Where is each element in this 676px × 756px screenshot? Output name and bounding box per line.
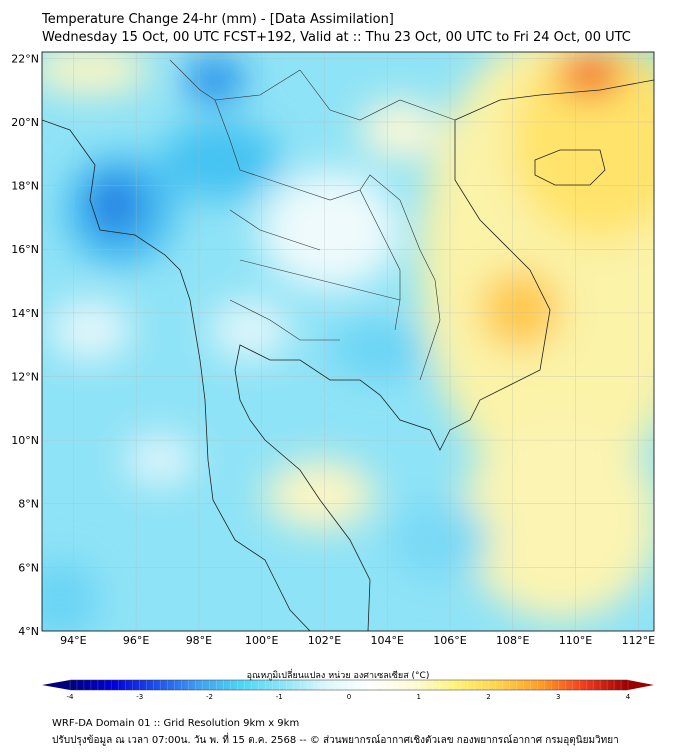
colorbar-tick-label: -3: [136, 693, 143, 701]
lat-tick-label: 6°N: [18, 561, 39, 574]
colorbar-tick-label: 1: [417, 693, 421, 701]
lon-tick-label: 110°E: [559, 634, 592, 647]
lat-tick-label: 8°N: [18, 498, 39, 511]
colorbar-ticks: -4 -3 -2 -1 0 1 2 3 4: [67, 693, 631, 701]
lat-tick-label: 20°N: [11, 116, 39, 129]
lon-tick-label: 96°E: [123, 634, 149, 647]
colorbar-tick-label: 2: [486, 693, 490, 701]
map-frame: [41, 51, 655, 632]
lon-tick-label: 112°E: [622, 634, 655, 647]
colorbar-tick-label: 3: [556, 693, 560, 701]
colorbar-max-extend: [628, 680, 654, 690]
footer-model-info: WRF-DA Domain 01 :: Grid Resolution 9km …: [52, 718, 300, 729]
lon-tick-label: 104°E: [371, 634, 404, 647]
lat-tick-label: 4°N: [18, 625, 39, 638]
lon-tick-label: 102°E: [308, 634, 341, 647]
lon-tick-label: 100°E: [245, 634, 278, 647]
longitude-ticks: 94°E 96°E 98°E 100°E 102°E 104°E 106°E 108°E 110…: [60, 634, 655, 647]
lat-tick-label: 22°N: [11, 52, 39, 65]
colorbar-tick-label: -2: [206, 693, 213, 701]
colorbar-tick-label: -4: [67, 693, 75, 701]
footer-credit: ปรับปรุงข้อมูล ณ เวลา 07:00น. วัน พ. ที่…: [52, 735, 619, 746]
lon-tick-label: 94°E: [60, 634, 86, 647]
map-subtitle: Wednesday 15 Oct, 00 UTC FCST+192, Valid…: [42, 30, 631, 45]
colorbar-label: อุณหภูมิเปลี่ยนแปลง หน่วย องศาเซลเซียส (…: [246, 671, 430, 681]
colorbar-tick-label: 4: [626, 693, 631, 701]
lon-tick-label: 98°E: [186, 634, 212, 647]
lat-tick-label: 12°N: [11, 370, 39, 383]
lon-tick-label: 106°E: [433, 634, 466, 647]
lat-tick-label: 10°N: [11, 434, 39, 447]
lon-tick-label: 108°E: [496, 634, 529, 647]
lat-tick-label: 18°N: [11, 180, 39, 193]
coastlines: [42, 79, 654, 631]
colorbar-min-extend: [42, 680, 70, 690]
temperature-field: [42, 52, 654, 631]
lat-tick-label: 16°N: [11, 243, 39, 256]
colorbar-tick-label: 0: [347, 693, 351, 701]
lat-tick-label: 14°N: [11, 307, 39, 320]
country-borders: [169, 59, 456, 381]
map-title: Temperature Change 24-hr (mm) - [Data As…: [42, 12, 394, 27]
latitude-ticks: 4°N 6°N 8°N 10°N 12°N 14°N 16°N 18°N 20°N 22°N: [11, 52, 39, 638]
colorbar-tick-label: -1: [276, 693, 283, 701]
colorbar: [42, 679, 654, 691]
graticule: [42, 52, 654, 631]
